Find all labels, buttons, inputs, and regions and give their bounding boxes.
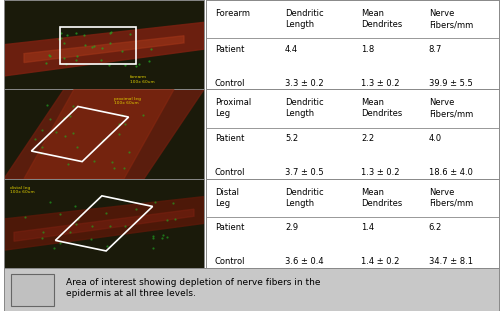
Text: Dendritic
Length: Dendritic Length: [285, 98, 324, 118]
Polygon shape: [4, 89, 204, 179]
Polygon shape: [24, 89, 174, 179]
Text: 8.7: 8.7: [428, 45, 442, 54]
Text: Area of interest showing depletion of nerve fibers in the
epidermis at all three: Area of interest showing depletion of ne…: [66, 277, 320, 298]
Polygon shape: [4, 197, 204, 250]
Text: 1.4 ± 0.2: 1.4 ± 0.2: [362, 258, 400, 266]
Text: 1.8: 1.8: [362, 45, 374, 54]
Text: Forearm: Forearm: [215, 9, 250, 18]
Text: Distal
Leg: Distal Leg: [215, 188, 239, 208]
Text: Mean
Dendrites: Mean Dendrites: [362, 9, 403, 29]
Text: Nerve
Fibers/mm: Nerve Fibers/mm: [428, 188, 473, 208]
Text: 1.3 ± 0.2: 1.3 ± 0.2: [362, 168, 400, 177]
Text: 3.7 ± 0.5: 3.7 ± 0.5: [285, 168, 324, 177]
Text: Control: Control: [215, 168, 246, 177]
Text: 3.6 ± 0.4: 3.6 ± 0.4: [285, 258, 324, 266]
Text: Proximal
Leg: Proximal Leg: [215, 98, 251, 118]
Text: 18.6 ± 4.0: 18.6 ± 4.0: [428, 168, 472, 177]
Text: 4.0: 4.0: [428, 134, 442, 143]
Polygon shape: [4, 22, 204, 76]
Text: Mean
Dendrites: Mean Dendrites: [362, 98, 403, 118]
Text: 34.7 ± 8.1: 34.7 ± 8.1: [428, 258, 472, 266]
Text: 1.3 ± 0.2: 1.3 ± 0.2: [362, 79, 400, 88]
Text: 39.9 ± 5.5: 39.9 ± 5.5: [428, 79, 472, 88]
Text: proximal leg
100x 60um: proximal leg 100x 60um: [114, 96, 141, 105]
Text: distal leg
100x 60um: distal leg 100x 60um: [10, 186, 34, 194]
Text: 1.4: 1.4: [362, 223, 374, 232]
Text: 6.2: 6.2: [428, 223, 442, 232]
Text: Control: Control: [215, 79, 246, 88]
Text: 2.2: 2.2: [362, 134, 374, 143]
Text: Patient: Patient: [215, 223, 244, 232]
Text: Dendritic
Length: Dendritic Length: [285, 9, 324, 29]
Text: Nerve
Fibers/mm: Nerve Fibers/mm: [428, 9, 473, 29]
Text: Control: Control: [215, 258, 246, 266]
Text: Patient: Patient: [215, 134, 244, 143]
Text: 2.9: 2.9: [285, 223, 298, 232]
Polygon shape: [14, 209, 194, 241]
Text: Dendritic
Length: Dendritic Length: [285, 188, 324, 208]
Text: Nerve
Fibers/mm: Nerve Fibers/mm: [428, 98, 473, 118]
Text: Mean
Dendrites: Mean Dendrites: [362, 188, 403, 208]
Bar: [60, 27, 136, 64]
Bar: [12, 274, 53, 306]
Text: Patient: Patient: [215, 45, 244, 54]
Polygon shape: [24, 36, 184, 63]
Text: 4.4: 4.4: [285, 45, 298, 54]
Text: forearm
100x 60um: forearm 100x 60um: [130, 75, 154, 84]
Text: 3.3 ± 0.2: 3.3 ± 0.2: [285, 79, 324, 88]
Text: 5.2: 5.2: [285, 134, 298, 143]
